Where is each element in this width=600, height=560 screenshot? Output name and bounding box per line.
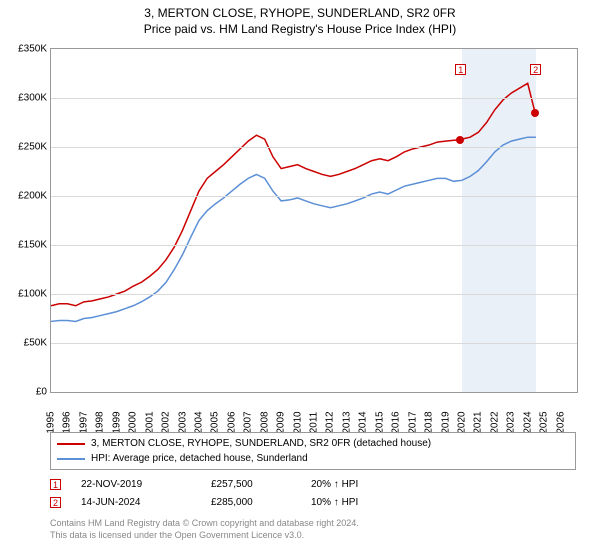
- chart-container: 3, MERTON CLOSE, RYHOPE, SUNDERLAND, SR2…: [0, 0, 600, 560]
- y-axis-label: £200K: [3, 191, 47, 202]
- y-axis-label: £150K: [3, 240, 47, 251]
- footer-line: Contains HM Land Registry data © Crown c…: [50, 518, 359, 530]
- sale-marker-icon: 1: [50, 479, 61, 490]
- chart-svg: [51, 49, 577, 392]
- sale-date: 22-NOV-2019: [81, 479, 211, 490]
- sale-date: 14-JUN-2024: [81, 497, 211, 508]
- gridline-horizontal: [51, 294, 577, 295]
- y-axis-label: £300K: [3, 93, 47, 104]
- legend-box: 3, MERTON CLOSE, RYHOPE, SUNDERLAND, SR2…: [50, 432, 576, 470]
- chart-sale-marker-icon: 2: [530, 64, 541, 75]
- chart-plot-area: £0£50K£100K£150K£200K£250K£300K£350K1995…: [50, 48, 578, 393]
- sale-hpi: 10% ↑ HPI: [311, 497, 411, 508]
- footer-line: This data is licensed under the Open Gov…: [50, 530, 359, 542]
- title-address: 3, MERTON CLOSE, RYHOPE, SUNDERLAND, SR2…: [0, 6, 600, 20]
- legend-swatch: [57, 443, 85, 445]
- y-axis-label: £250K: [3, 142, 47, 153]
- legend-swatch: [57, 458, 85, 460]
- series-line-property: [51, 83, 536, 305]
- gridline-horizontal: [51, 147, 577, 148]
- y-axis-label: £100K: [3, 289, 47, 300]
- sale-hpi: 20% ↑ HPI: [311, 479, 411, 490]
- chart-sale-dot: [456, 136, 464, 144]
- y-axis-label: £350K: [3, 44, 47, 55]
- y-axis-label: £50K: [3, 338, 47, 349]
- legend-row: HPI: Average price, detached house, Sund…: [57, 451, 569, 466]
- y-axis-label: £0: [3, 387, 47, 398]
- legend-label: HPI: Average price, detached house, Sund…: [91, 453, 308, 464]
- gridline-horizontal: [51, 196, 577, 197]
- sale-marker-icon: 2: [50, 497, 61, 508]
- sale-row: 1 22-NOV-2019 £257,500 20% ↑ HPI: [50, 475, 411, 493]
- sale-price: £257,500: [211, 479, 311, 490]
- sale-price: £285,000: [211, 497, 311, 508]
- gridline-horizontal: [51, 343, 577, 344]
- footer-attribution: Contains HM Land Registry data © Crown c…: [50, 518, 359, 541]
- gridline-horizontal: [51, 98, 577, 99]
- legend-row: 3, MERTON CLOSE, RYHOPE, SUNDERLAND, SR2…: [57, 436, 569, 451]
- legend-label: 3, MERTON CLOSE, RYHOPE, SUNDERLAND, SR2…: [91, 438, 431, 449]
- chart-sale-marker-icon: 1: [455, 64, 466, 75]
- title-subtitle: Price paid vs. HM Land Registry's House …: [0, 22, 600, 36]
- sale-row: 2 14-JUN-2024 £285,000 10% ↑ HPI: [50, 493, 411, 511]
- gridline-horizontal: [51, 245, 577, 246]
- title-block: 3, MERTON CLOSE, RYHOPE, SUNDERLAND, SR2…: [0, 0, 600, 36]
- sales-table: 1 22-NOV-2019 £257,500 20% ↑ HPI 2 14-JU…: [50, 475, 411, 511]
- chart-sale-dot: [531, 109, 539, 117]
